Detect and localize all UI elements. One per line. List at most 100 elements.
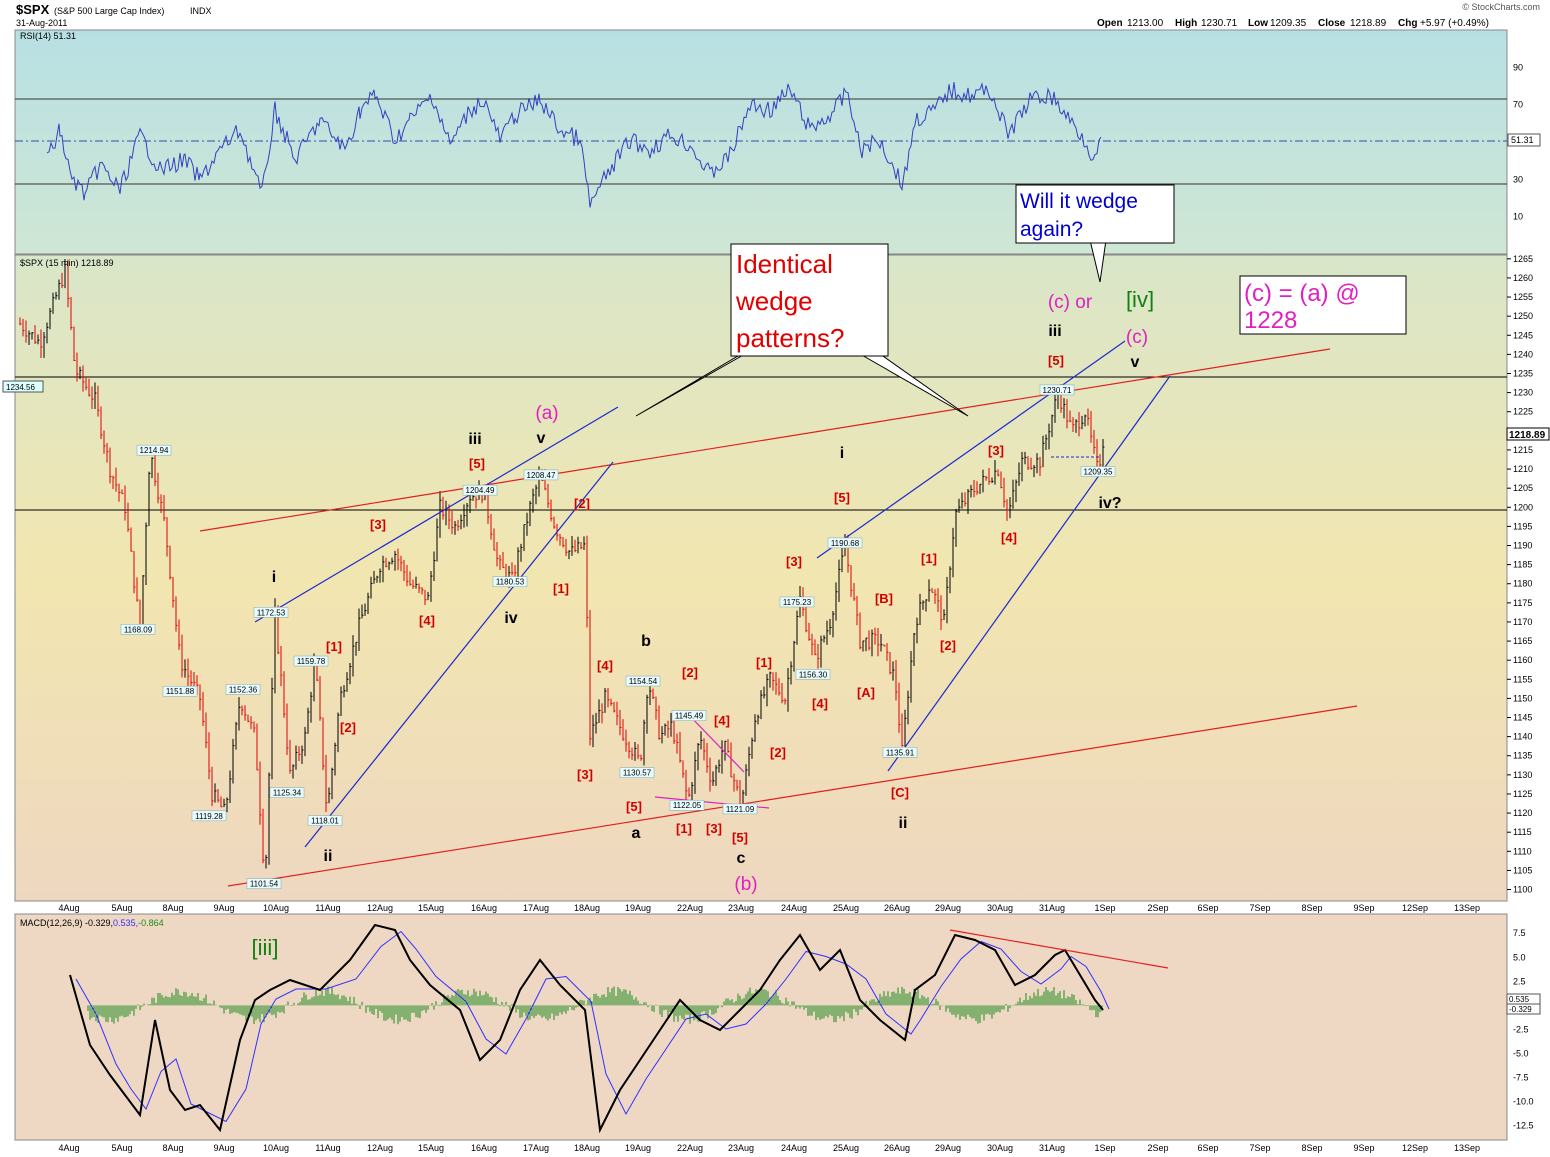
wedge1-upper	[254, 406, 619, 623]
date-tick: 17Aug	[523, 903, 549, 913]
last-price-box	[1506, 427, 1550, 441]
date-tick: 12Sep	[1402, 1143, 1428, 1153]
wave-label-red: [3]	[786, 554, 802, 569]
wave-label-red: [C]	[891, 785, 909, 800]
macd-tick: -5.0	[1513, 1048, 1529, 1058]
price-tick: 1230	[1513, 388, 1533, 398]
wave-label-red: [A]	[857, 685, 875, 700]
date-tick: 30Aug	[987, 1143, 1013, 1153]
date-tick: 23Aug	[728, 903, 754, 913]
wave-label-red: [1]	[921, 551, 937, 566]
price-tick: 1165	[1513, 636, 1532, 646]
date-tick: 25Aug	[833, 1143, 859, 1153]
left-marker: 1234.56	[6, 383, 35, 392]
date-tick: 30Aug	[987, 903, 1013, 913]
price-tick: 1180	[1513, 579, 1532, 589]
upper-channel-line	[199, 348, 1331, 532]
price-label: 1214.94	[140, 446, 169, 455]
price-label: 1119.28	[195, 812, 223, 821]
wave-label-red: [1]	[553, 581, 569, 596]
date-tick: 31Aug	[1039, 1143, 1065, 1153]
wave-label-red: [4]	[597, 658, 613, 673]
price-label: 1172.53	[257, 608, 286, 617]
wave-label-black: iii	[1048, 323, 1061, 340]
date-tick: 9Aug	[213, 1143, 234, 1153]
price-label: 1190.68	[831, 539, 860, 548]
rsi-value: 51.31	[1511, 135, 1534, 145]
price-tick: 1105	[1513, 865, 1532, 875]
price-panel: 1100 1105 1110 1115 1120 1125 1130 1135 1140 1145…	[2, 254, 1550, 902]
rsi-panel: 9070503010 RSI(14) 51.31 51.31	[14, 29, 1541, 255]
price-legend: $SPX (15 min) 1218.89	[20, 258, 114, 268]
svg-text:patterns?: patterns?	[736, 323, 844, 353]
price-tick: 1160	[1513, 655, 1532, 665]
wave-label-red: [5]	[732, 830, 748, 845]
rsi-value-box	[1507, 133, 1541, 147]
date-tick: 12Sep	[1402, 903, 1428, 913]
date-tick: 6Sep	[1197, 1143, 1218, 1153]
date-tick: 8Aug	[162, 1143, 183, 1153]
svg-text:wedge: wedge	[735, 286, 813, 316]
macd-axis: 7.55.02.50.0-2.5-5.0-7.5-10.0-12.5	[1513, 928, 1534, 1130]
wave-label-red: [1]	[756, 655, 772, 670]
price-tick: 1100	[1513, 885, 1532, 895]
price-tick: 1225	[1513, 407, 1533, 417]
date-tick: 24Aug	[781, 903, 807, 913]
wave-label-red: [B]	[875, 591, 893, 606]
date-tick: 15Aug	[418, 1143, 444, 1153]
price-label: 1130.57	[623, 769, 652, 778]
date-tick: 25Aug	[833, 903, 859, 913]
wave-label-red: [4]	[714, 713, 730, 728]
triangle-upper	[685, 711, 745, 773]
chart-header: $SPX (S&P 500 Large Cap Index) INDX 31-A…	[16, 2, 1540, 29]
price-background	[14, 254, 1508, 902]
price-label: 1152.36	[229, 685, 258, 694]
date-tick: 5Aug	[111, 1143, 132, 1153]
price-tick: 1205	[1513, 483, 1533, 493]
symbol-name: (S&P 500 Large Cap Index)	[54, 6, 164, 16]
price-label: 1154.54	[629, 677, 658, 686]
price-tick: 1265	[1513, 254, 1533, 264]
date-tick: 2Sep	[1147, 903, 1168, 913]
date-tick: 19Aug	[625, 903, 651, 913]
wave-label-black: c	[737, 850, 746, 867]
macd-legend: MACD(12,26,9) -0.329,0.535,-0.864	[20, 918, 164, 928]
wave-label-magenta: (c) or	[1048, 292, 1093, 313]
wave-label-red: [4]	[419, 613, 435, 628]
date-tick: 16Aug	[471, 903, 497, 913]
date-tick: 13Sep	[1454, 903, 1480, 913]
wave-label-red: [2]	[682, 665, 698, 680]
price-tick: 1130	[1513, 770, 1532, 780]
price-tick: 1175	[1513, 598, 1532, 608]
wave-label-magenta: (c)	[1126, 327, 1148, 348]
price-label: 1159.78	[297, 657, 326, 666]
date-tick: 17Aug	[523, 1143, 549, 1153]
wave-label-red: [3]	[577, 767, 593, 782]
date-tick: 19Aug	[625, 1143, 651, 1153]
date-tick: 9Aug	[213, 903, 234, 913]
date-axis-top: 4Aug 5Aug 8Aug 9Aug 10Aug 11Aug 12Aug 15Aug 16Au…	[58, 903, 1480, 913]
ohlc-summary: Open 1213.00 High 1230.71 Low 1209.35 Close…	[1097, 18, 1489, 29]
wave-label-red: [2]	[770, 745, 786, 760]
last-price: 1218.89	[1509, 430, 1546, 441]
date-tick: 26Aug	[884, 1143, 910, 1153]
macd-tick: 7.5	[1513, 928, 1526, 938]
wave-label-black: i	[840, 445, 844, 462]
wave-label-black: i	[272, 569, 276, 586]
price-label: 1118.01	[311, 817, 339, 826]
price-tick: 1245	[1513, 330, 1533, 340]
svg-text:1228: 1228	[1244, 307, 1297, 334]
wave-label-magenta: (b)	[734, 874, 757, 895]
macd-tick: 5.0	[1513, 952, 1526, 962]
svg-text:+5.97 (+0.49%): +5.97 (+0.49%)	[1420, 18, 1489, 29]
price-tick: 1255	[1513, 292, 1533, 302]
price-tick: 1155	[1513, 674, 1532, 684]
price-label: 1121.09	[726, 805, 755, 814]
brand: © StockCharts.com	[1462, 2, 1540, 12]
wave-label-black: iv	[504, 610, 517, 627]
macd-histogram	[87, 986, 1103, 1025]
macd-right-1: 0.535	[1509, 995, 1530, 1004]
wave-label-red: [1]	[326, 639, 342, 654]
wave-label-red: [3]	[370, 517, 386, 532]
